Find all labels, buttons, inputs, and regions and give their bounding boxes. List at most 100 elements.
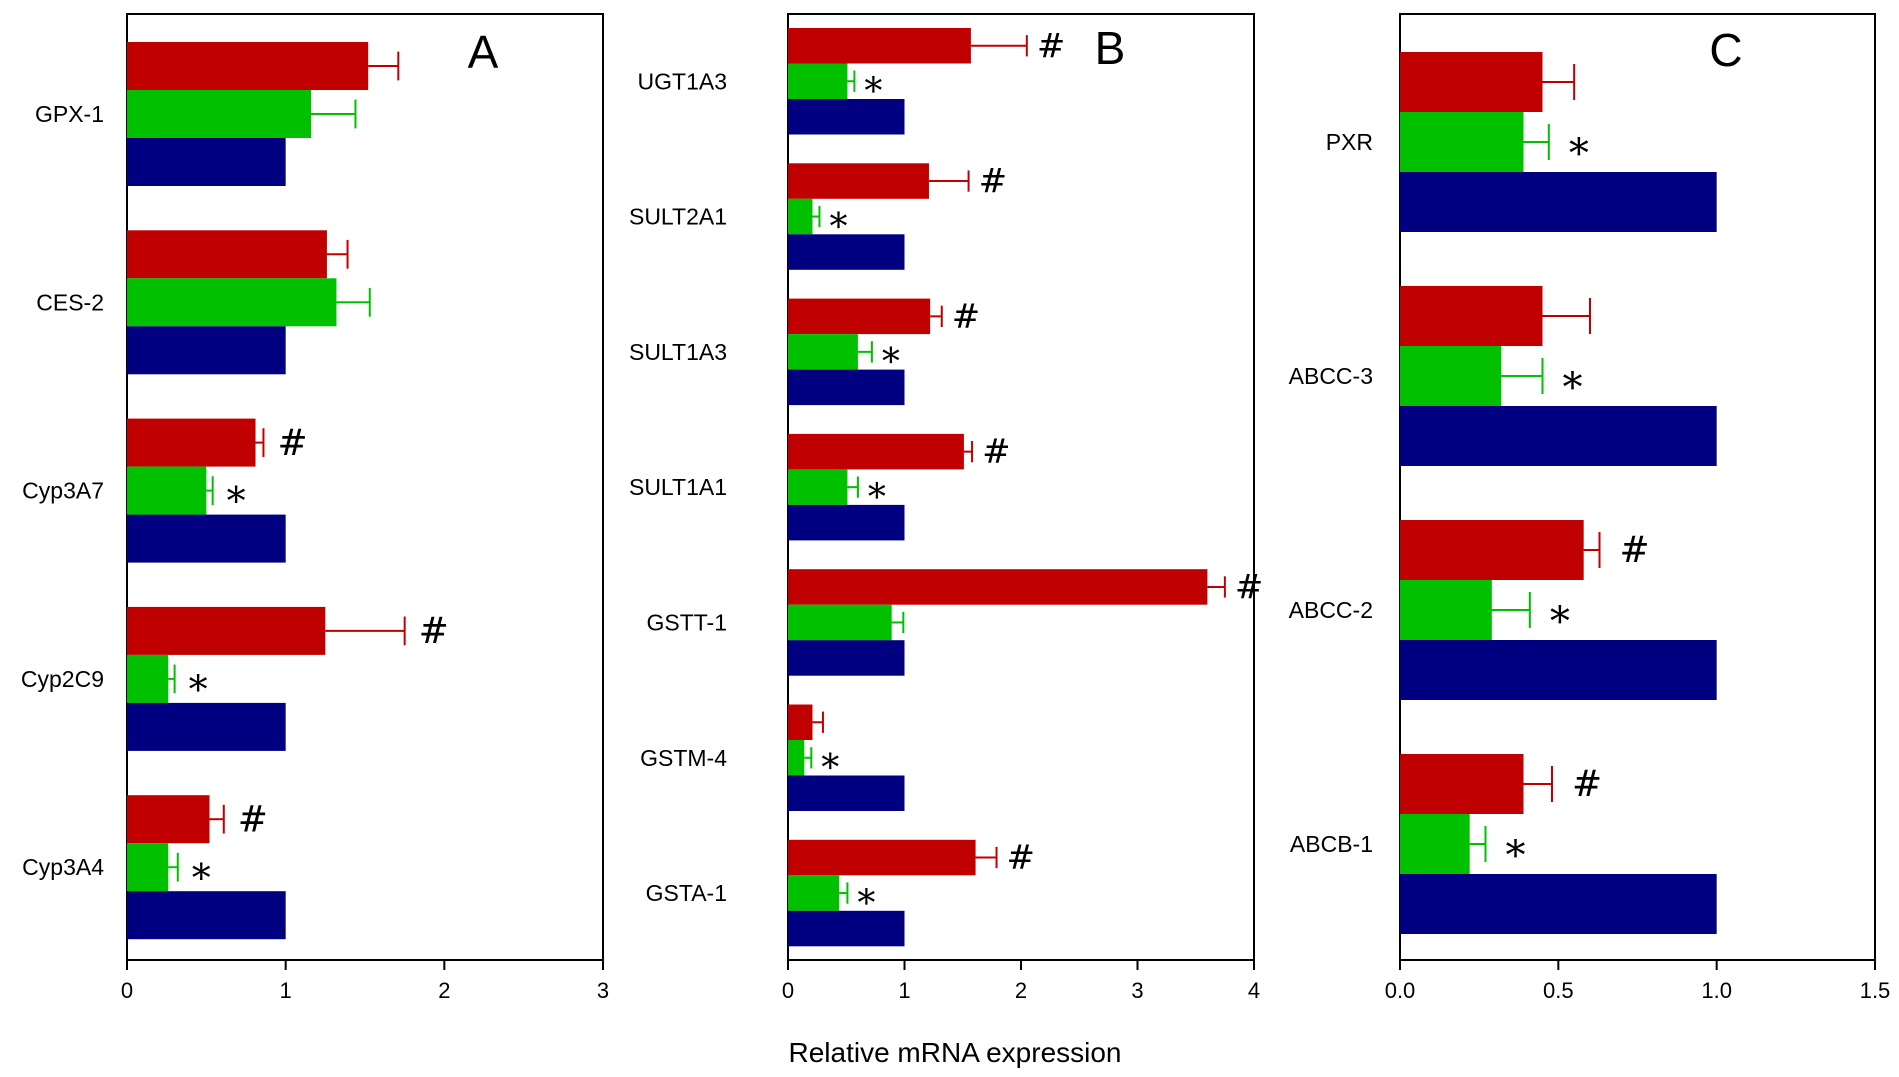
significance-hash: # (1037, 26, 1066, 66)
bar-blue (788, 910, 905, 947)
bar-red (1400, 286, 1543, 346)
bar-blue (788, 369, 905, 406)
significance-hash: # (1620, 530, 1650, 571)
bar-blue (788, 775, 905, 811)
bar-blue (788, 234, 905, 270)
bar-blue (127, 514, 286, 563)
category-label: ABCC-2 (1289, 597, 1373, 623)
significance-hash: # (952, 297, 981, 337)
x-tick-label: 2 (438, 978, 450, 1003)
bar-blue (788, 99, 905, 135)
significance-hash: # (982, 432, 1011, 472)
x-tick-label: 0.5 (1543, 978, 1574, 1003)
bar-green (127, 90, 312, 138)
bar-green (788, 875, 840, 911)
bar-red (788, 163, 929, 199)
plot-frame (1399, 13, 1876, 961)
significance-star: * (1563, 365, 1583, 411)
significance-hash: # (238, 799, 268, 840)
panel-letter: C (1709, 24, 1742, 76)
bar-red (1400, 754, 1524, 814)
x-axis-title: Relative mRNA expression (788, 1037, 1121, 1068)
bar-green (788, 334, 858, 370)
bar-green (127, 843, 169, 892)
significance-star: * (192, 856, 211, 900)
bar-red (788, 569, 1208, 605)
bar-red (127, 606, 326, 655)
category-label: ABCC-3 (1289, 363, 1373, 389)
significance-star: * (189, 667, 208, 711)
category-label: GSTA-1 (646, 880, 727, 906)
bar-red (788, 839, 976, 876)
bar-green (1400, 346, 1502, 406)
bar-green (1400, 112, 1524, 172)
x-tick-label: 1.0 (1701, 978, 1732, 1003)
category-label: CES-2 (36, 289, 104, 315)
category-label: SULT2A1 (629, 204, 727, 230)
x-tick-label: 0 (121, 978, 133, 1003)
bar-green (788, 469, 848, 505)
bar-red (1400, 520, 1584, 580)
bar-red (788, 28, 971, 64)
bar-blue (1400, 874, 1717, 934)
x-tick-label: 1 (280, 978, 292, 1003)
bar-green (788, 740, 805, 776)
x-tick-label: 1.5 (1860, 978, 1891, 1003)
x-tick-label: 3 (1131, 978, 1143, 1003)
bar-blue (127, 702, 286, 751)
panel-letter: A (468, 26, 499, 78)
bar-red (127, 795, 210, 844)
bar-green (788, 604, 892, 641)
significance-hash: # (1007, 838, 1035, 878)
bar-red (788, 298, 931, 335)
category-label: UGT1A3 (638, 68, 727, 94)
significance-star: * (1569, 131, 1589, 177)
bar-green (1400, 814, 1470, 874)
x-tick-label: 4 (1248, 978, 1260, 1003)
bar-blue (127, 326, 286, 375)
category-label: SULT1A3 (629, 339, 727, 365)
x-tick-label: 0 (782, 978, 794, 1003)
category-label: GPX-1 (35, 101, 104, 127)
bar-red (127, 230, 327, 279)
significance-hash: # (1235, 568, 1264, 608)
bar-red (788, 433, 964, 470)
bar-green (127, 654, 169, 703)
significance-hash: # (419, 611, 449, 652)
significance-hash: # (1572, 764, 1602, 805)
bar-green (127, 278, 337, 327)
category-label: Cyp3A7 (22, 478, 104, 504)
category-label: GSTT-1 (646, 609, 727, 635)
category-label: GSTM-4 (640, 745, 727, 771)
bar-green (127, 466, 207, 515)
bar-green (788, 63, 848, 99)
panel-b: B0 1 2 3 4UGT1A3#*SULT2A1#*SULT1A3#*SULT1A1#… (629, 13, 1264, 1003)
significance-hash: # (277, 423, 307, 464)
x-tick-label: 0.0 (1385, 978, 1416, 1003)
bar-green (1400, 580, 1492, 640)
category-label: SULT1A1 (629, 474, 727, 500)
bar-blue (127, 891, 286, 940)
x-tick-label: 3 (597, 978, 609, 1003)
bar-blue (127, 138, 286, 186)
panel-letter: B (1095, 22, 1126, 74)
panel-c: C 0.0 0.5 1.0 1.5 PXR * ABCC-3 * ABCC-2 # * ABCB-1 # * (1289, 13, 1891, 1003)
significance-star: * (227, 479, 246, 523)
category-label: ABCB-1 (1290, 831, 1373, 857)
bar-blue (1400, 406, 1717, 466)
significance-hash: # (979, 162, 1008, 202)
bar-blue (788, 640, 905, 676)
bar-green (788, 198, 813, 235)
significance-star: * (1550, 599, 1570, 645)
bar-blue (1400, 640, 1717, 700)
x-tick-label: 2 (1015, 978, 1027, 1003)
bar-red (127, 42, 369, 90)
bar-blue (1400, 172, 1717, 232)
bar-blue (788, 504, 905, 541)
panel-a: A 0 1 2 3 GPX-1 CES-2 Cyp3A7 # * Cyp2C9 # * Cyp3A4 # * (21, 13, 609, 1003)
bar-red (1400, 52, 1543, 112)
bar-red (127, 418, 256, 467)
significance-star: * (1506, 833, 1526, 879)
category-label: Cyp3A4 (22, 854, 104, 880)
